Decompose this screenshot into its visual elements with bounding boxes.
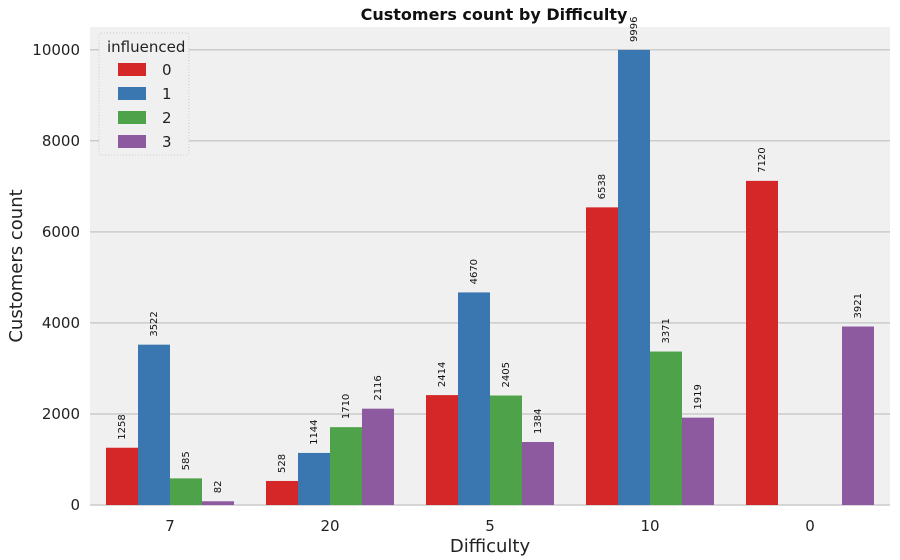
legend-swatch [118,87,146,100]
bar-data-label: 1384 [533,409,544,434]
y-axis-ticks: 0 2000 4000 6000 8000 10000 [32,41,80,514]
bar [650,351,682,505]
y-tick-label: 0 [70,496,80,514]
x-tick-label: 5 [485,517,495,535]
y-tick-label: 8000 [42,132,80,150]
x-tick-label: 7 [165,517,175,535]
legend-label: 3 [162,133,172,151]
bar [330,427,362,505]
y-axis-title: Customers count [6,189,27,342]
legend-label: 2 [162,109,172,127]
bar [458,292,490,505]
bar-data-label: 3522 [149,311,160,336]
bar-data-label: 82 [213,481,224,494]
legend-title: influenced [107,38,185,56]
bar-labels-layer: 1258 528 2414 6538 7120 3522 1144 4670 9996 585 17… [117,16,864,493]
bar [586,207,618,505]
bar-data-label: 528 [277,454,288,473]
bar [170,478,202,505]
bar-data-label: 3371 [661,318,672,343]
legend-swatch [118,135,146,148]
x-axis-ticks: 7 20 5 10 0 [165,517,815,535]
y-tick-label: 2000 [42,405,80,423]
bar [522,441,554,505]
bar-data-label: 6538 [597,174,608,199]
bar [426,395,458,505]
x-axis-title: Difficulty [450,536,531,557]
y-tick-label: 6000 [42,223,80,241]
bar [618,49,650,505]
bar [746,180,778,505]
bar-data-label: 2414 [437,362,448,387]
bar-data-label: 2116 [373,375,384,400]
bar [682,417,714,505]
legend-label: 1 [162,85,172,103]
legend-label: 0 [162,61,172,79]
legend-items: 0 1 2 3 [118,61,172,151]
bar [138,344,170,505]
bar [490,395,522,505]
y-tick-label: 4000 [42,314,80,332]
legend: influenced 0 1 2 3 [98,32,190,156]
bar-data-label: 3921 [853,293,864,318]
bar [106,447,138,505]
bars-layer [106,49,874,505]
bar-data-label: 1919 [693,384,704,409]
bar-data-label: 585 [181,451,192,470]
bar-data-label: 1710 [341,394,352,419]
legend-swatch [118,111,146,124]
bar [202,501,234,505]
bar [298,452,330,505]
bar-data-label: 4670 [469,259,480,284]
y-tick-label: 10000 [32,41,80,59]
bar-data-label: 1258 [117,414,128,439]
x-tick-label: 10 [640,517,659,535]
legend-swatch [118,63,146,76]
chart-title: Customers count by Difficulty [361,5,628,24]
bar [266,480,298,505]
bar [842,326,874,505]
bar-data-label: 1144 [309,419,320,444]
x-tick-label: 0 [805,517,815,535]
x-tick-label: 20 [320,517,339,535]
bar [362,408,394,505]
bar-data-label: 2405 [501,362,512,387]
bar-data-label: 9996 [629,16,640,41]
bar-data-label: 7120 [757,147,768,172]
